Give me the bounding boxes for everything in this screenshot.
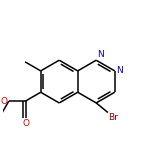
- Text: O: O: [1, 97, 8, 105]
- Text: N: N: [97, 50, 104, 59]
- Text: O: O: [22, 119, 29, 128]
- Text: N: N: [116, 66, 123, 75]
- Text: Br: Br: [109, 113, 118, 122]
